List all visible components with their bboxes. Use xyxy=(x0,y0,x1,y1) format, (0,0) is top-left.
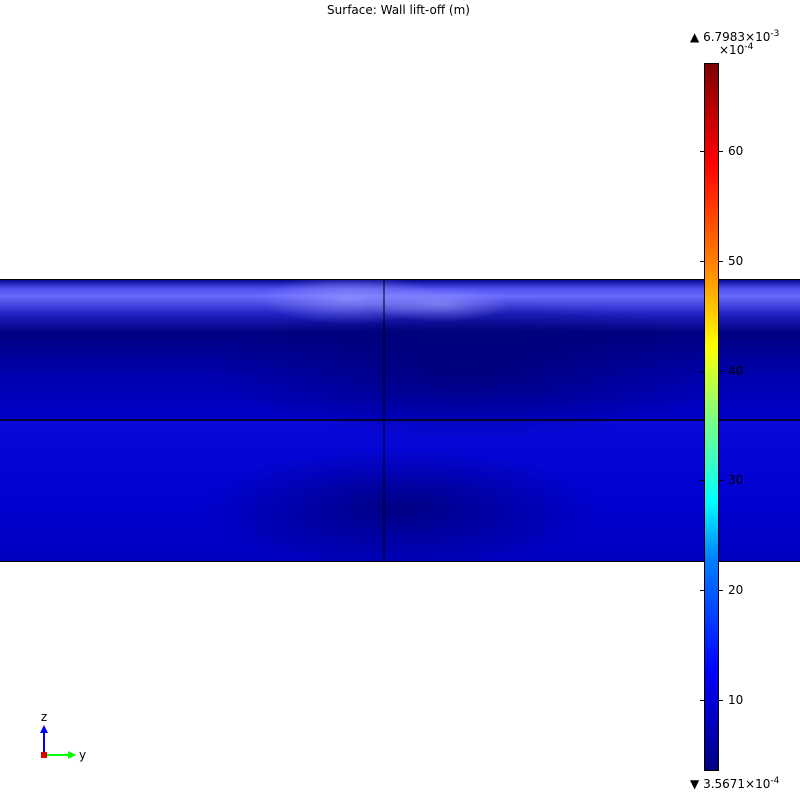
min-triangle-icon: ▼ xyxy=(690,777,700,791)
max-value: 6.7983×10 xyxy=(703,30,771,44)
max-triangle-icon: ▲ xyxy=(690,30,700,44)
colorbar-tick-label: 50 xyxy=(728,253,744,268)
colorbar-tick xyxy=(719,700,723,702)
z-axis-label: z xyxy=(41,710,47,724)
colorbar-tick-label: 60 xyxy=(728,143,744,158)
scale-text: ×10 xyxy=(719,43,745,57)
colorbar-scale-label: ×10-4 xyxy=(719,42,753,57)
colorbar-max-label: ▲ 6.7983×10-3 xyxy=(690,29,779,44)
colorbar-min-label: ▼ 3.5671×10-4 xyxy=(690,776,779,791)
colorbar-tick xyxy=(719,260,723,262)
colorbar xyxy=(704,63,719,771)
scale-exponent: -4 xyxy=(744,42,754,52)
colorbar-tick xyxy=(719,590,723,592)
colorbar-tick-label: 30 xyxy=(728,473,744,488)
colorbar-tick xyxy=(700,700,704,702)
y-axis-label: y xyxy=(79,748,86,762)
x-axis-marker xyxy=(41,752,47,758)
min-exponent: -4 xyxy=(770,776,780,786)
plot-title: Surface: Wall lift-off (m) xyxy=(327,3,470,17)
colorbar-tick xyxy=(700,480,704,482)
colorbar-tick xyxy=(700,370,704,372)
colorbar-tick xyxy=(719,480,723,482)
max-exponent: -3 xyxy=(770,29,780,39)
min-value: 3.5671×10 xyxy=(703,777,771,791)
colorbar-tick-label: 20 xyxy=(728,583,744,598)
colorbar-tick xyxy=(719,370,723,372)
colorbar-tick-label: 40 xyxy=(728,363,744,378)
colorbar-tick xyxy=(719,150,723,152)
colorbar-tick xyxy=(700,150,704,152)
colorbar-tick xyxy=(700,260,704,262)
colorbar-tick xyxy=(700,590,704,592)
axis-triad: z y xyxy=(40,710,86,762)
surface-plot xyxy=(0,279,800,562)
colorbar-tick-label: 10 xyxy=(728,693,744,708)
